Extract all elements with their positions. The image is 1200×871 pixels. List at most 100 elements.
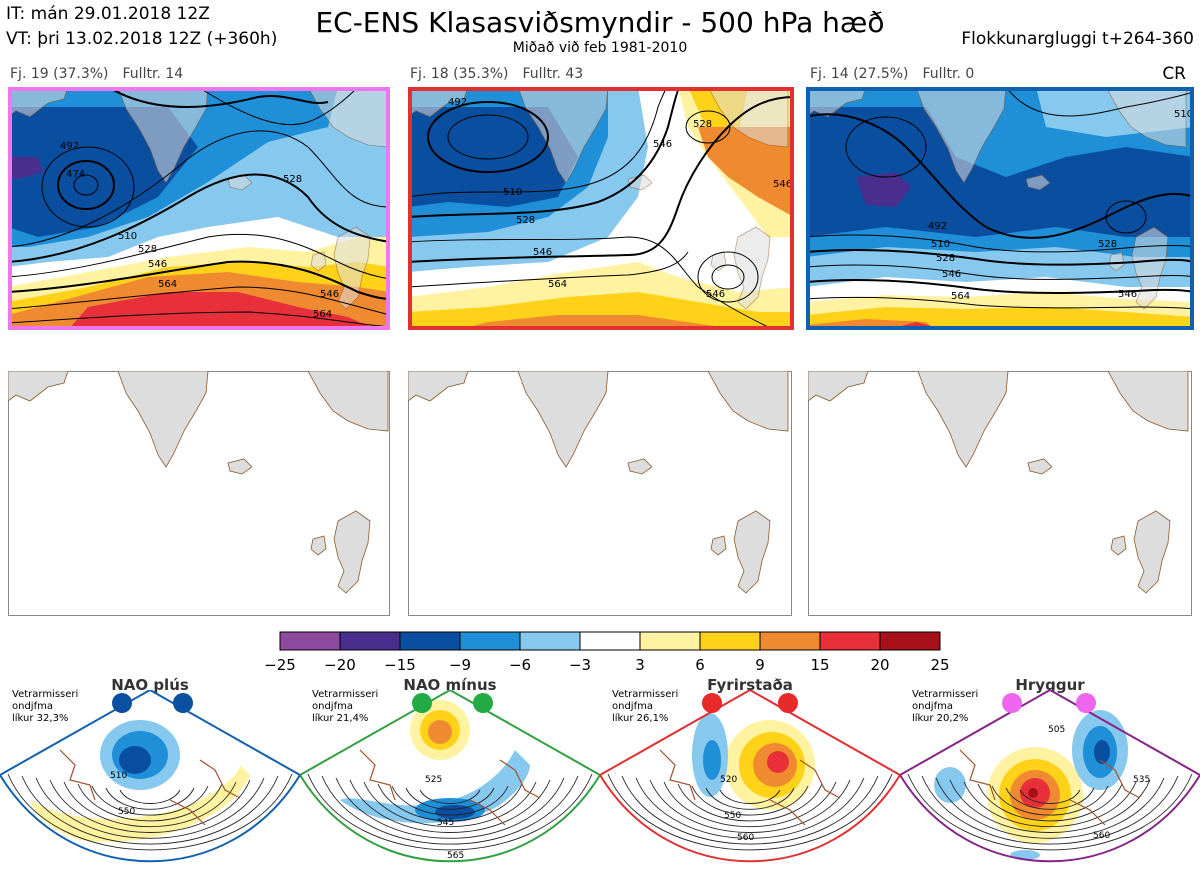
cluster-2-fj: Fj. 18 (35.3%): [410, 66, 509, 82]
anomaly-blob: [1028, 788, 1038, 798]
regime-note-line: Vetrarmisseri: [312, 689, 379, 700]
contour-arc: [119, 789, 181, 804]
regime-map: 520 550 560: [600, 690, 900, 863]
contour-arc: [977, 783, 1123, 822]
colorbar-tick: 20: [870, 656, 889, 674]
regime-map: 510 550: [0, 690, 300, 863]
contour-label: 510: [503, 187, 522, 198]
cluster-1-fj: Fj. 19 (37.3%): [10, 66, 109, 82]
contour-label: 510: [1174, 109, 1193, 120]
contour-arc: [77, 783, 223, 822]
colorbar-tick: 3: [635, 656, 645, 674]
cluster-1-fulltr: Fulltr. 14: [122, 66, 184, 82]
regime-dot: [173, 693, 193, 713]
colorbar-tick: 9: [755, 656, 765, 674]
colorbar-tick: −25: [264, 656, 296, 674]
cr-label: CR: [1162, 64, 1186, 84]
valid-time: VT: þri 13.02.2018 12Z (+360h): [6, 29, 278, 49]
contour-label: 528: [693, 119, 712, 130]
regime-dot: [412, 693, 432, 713]
contour-label: 564: [548, 279, 567, 290]
contour-label: 546: [148, 259, 167, 270]
regime-dot: [702, 693, 722, 713]
contour-arc: [7, 773, 293, 851]
contour-label: 546: [773, 179, 792, 190]
contour-arc: [935, 777, 1165, 839]
contour-label: 550: [724, 811, 741, 821]
height-contours: [607, 773, 893, 851]
colorbar-cell: [279, 631, 341, 651]
contour-label: 528: [936, 253, 955, 264]
cluster-3-fj: Fj. 14 (27.5%): [810, 66, 909, 82]
contour-label: 474: [66, 169, 85, 180]
regime-note-line: líkur 21,4%: [312, 713, 369, 724]
init-time: IT: mán 29.01.2018 12Z: [6, 4, 210, 24]
cluster-3-fulltr: Fulltr. 0: [922, 66, 975, 82]
colorbar: −25 −20 −15 −9 −6 −3 3 6 9 15 20 25: [264, 631, 950, 674]
contour-label: 528: [283, 174, 302, 185]
cluster-2-frame: [408, 87, 794, 330]
regime-title: Hryggur: [1015, 676, 1085, 694]
regime-map: 505 535 560: [900, 690, 1200, 863]
contour-arc: [607, 773, 893, 851]
contour-label: 528: [138, 244, 157, 255]
contour-label: 492: [60, 141, 79, 152]
contour-arc: [335, 777, 565, 839]
contour-label: 546: [1118, 289, 1137, 300]
contour-arc: [1019, 789, 1081, 804]
colorbar-tick: 25: [930, 656, 949, 674]
contour-arc: [63, 781, 237, 828]
contour-arc: [635, 777, 865, 839]
colorbar-cell: [699, 631, 761, 651]
colorbar-cell: [579, 631, 641, 651]
contour-label: 550: [118, 807, 135, 817]
cluster-3-frame: [806, 87, 1194, 330]
contour-arc: [649, 779, 851, 833]
contour-label: 505: [1048, 725, 1065, 735]
colorbar-tick: −15: [384, 656, 416, 674]
anomaly-blob: [767, 751, 789, 773]
empty-map-2: [408, 371, 792, 616]
contour-arc: [677, 783, 823, 822]
contour-arc: [1005, 787, 1095, 810]
contour-arc: [105, 787, 195, 810]
contour-label: 560: [737, 833, 754, 843]
contour-label: 546: [706, 289, 725, 300]
regime-note-line: ondjfma: [12, 701, 53, 712]
contour-label: 525: [425, 775, 442, 785]
regime-note: Vetrarmisseri ondjfma líkur 21,4%: [312, 689, 378, 725]
contour-arc: [91, 785, 209, 816]
coastline: [359, 749, 541, 826]
contour-arc: [49, 779, 251, 833]
regime-note-line: ondjfma: [912, 701, 953, 712]
contour-label: 564: [313, 309, 332, 320]
contour-arc: [949, 779, 1151, 833]
cluster-2-fulltr: Fulltr. 43: [522, 66, 584, 82]
height-contours: [408, 87, 794, 328]
anomaly-blob: [428, 720, 452, 744]
contour-arc: [705, 787, 795, 810]
contour-label: 492: [928, 221, 947, 232]
page-subtitle: Miðað við feb 1981-2010: [512, 40, 688, 56]
contour-label: 492: [448, 97, 467, 108]
colorbar-cell: [819, 631, 881, 651]
page-title: EC-ENS Klasasviðsmyndir - 500 hPa hæð: [315, 6, 885, 39]
height-contours: [806, 87, 1194, 310]
contour-arc: [35, 777, 265, 839]
colorbar-cell: [759, 631, 821, 651]
regime-title: NAO mínus: [403, 676, 497, 694]
regime-title: Fyrirstaða: [707, 676, 793, 694]
anomaly-blob: [703, 740, 721, 780]
colorbar-cell: [339, 631, 401, 651]
contour-arc: [921, 775, 1179, 845]
anomaly-blob: [340, 750, 530, 824]
contour-arc: [391, 785, 509, 816]
contour-label: 545: [437, 818, 454, 828]
regime-sector-outline: [0, 690, 300, 863]
contour-label: 535: [1133, 775, 1150, 785]
contour-arc: [349, 779, 551, 833]
contour-arc: [377, 783, 523, 822]
contour-label: 564: [951, 291, 970, 302]
contour-label: 546: [320, 289, 339, 300]
contour-arc: [663, 781, 837, 828]
